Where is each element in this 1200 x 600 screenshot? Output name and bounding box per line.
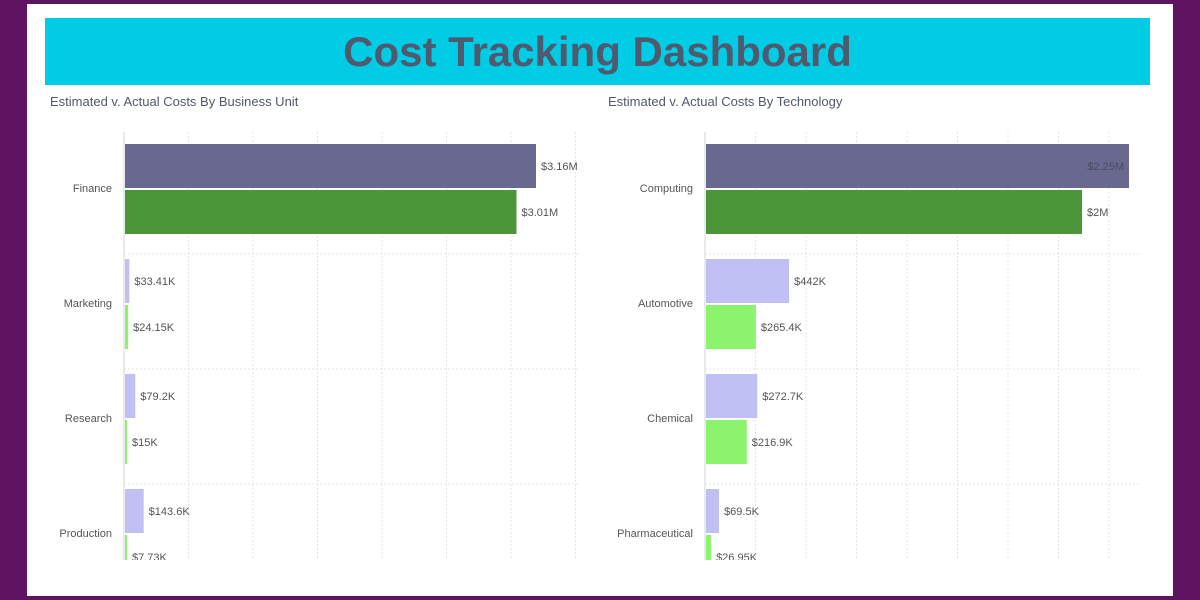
data-label: $33.41K: [134, 276, 176, 288]
bar-estimated[interactable]: [706, 374, 758, 418]
bar-actual[interactable]: [125, 420, 127, 464]
data-label: $15K: [132, 437, 158, 449]
category-label: Finance: [73, 183, 112, 195]
data-label: $2M: [1087, 207, 1108, 219]
data-label: $272.7K: [762, 391, 804, 403]
chart-technology: Computing $2.25M $2M Automotive $442K $265.4K…: [617, 132, 1139, 579]
bar-actual[interactable]: [706, 305, 756, 349]
bar-actual[interactable]: [125, 190, 517, 234]
dashboard-banner: Cost Tracking Dashboard: [45, 18, 1150, 85]
data-label: $3.16M: [541, 161, 578, 173]
bar-actual[interactable]: [706, 190, 1082, 234]
bar-estimated[interactable]: [125, 259, 130, 303]
dashboard-title: Cost Tracking Dashboard: [343, 27, 852, 75]
chart-title-technology: Estimated v. Actual Costs By Technology: [608, 94, 843, 109]
data-label: $69.5K: [724, 506, 760, 518]
bar-actual[interactable]: [125, 535, 127, 579]
bar-actual[interactable]: [706, 420, 747, 464]
data-label: $24.15K: [133, 322, 175, 334]
category-label: Chemical: [647, 413, 693, 425]
bar-estimated[interactable]: [706, 144, 1129, 188]
data-label: $2.25M: [1087, 161, 1124, 173]
data-label: $3.01M: [521, 207, 558, 219]
category-label: Production: [59, 528, 112, 540]
bar-estimated[interactable]: [706, 259, 790, 303]
data-label: $265.4K: [761, 322, 803, 334]
bar-estimated[interactable]: [125, 144, 536, 188]
bar-estimated[interactable]: [125, 489, 144, 533]
bar-estimated[interactable]: [125, 374, 136, 418]
category-label: Marketing: [64, 298, 112, 310]
category-label: Research: [65, 413, 112, 425]
category-label: Pharmaceutical: [617, 528, 693, 540]
data-label: $143.6K: [149, 506, 191, 518]
chart-business-unit: Finance $3.16M $3.01M Marketing $33.41K $24.1…: [59, 132, 580, 579]
bar-estimated[interactable]: [706, 489, 720, 533]
bar-actual[interactable]: [125, 305, 129, 349]
data-label: $7.73K: [132, 552, 168, 564]
dashboard-frame: Cost Tracking Dashboard Estimated v. Act…: [27, 4, 1173, 596]
chart-title-business-unit: Estimated v. Actual Costs By Business Un…: [50, 94, 299, 109]
category-label: Computing: [640, 183, 693, 195]
data-label: $79.2K: [140, 391, 176, 403]
data-label: $442K: [794, 276, 826, 288]
bar-actual[interactable]: [706, 535, 712, 579]
category-label: Automotive: [638, 298, 693, 310]
data-label: $26.95K: [716, 552, 758, 564]
data-label: $216.9K: [752, 437, 794, 449]
